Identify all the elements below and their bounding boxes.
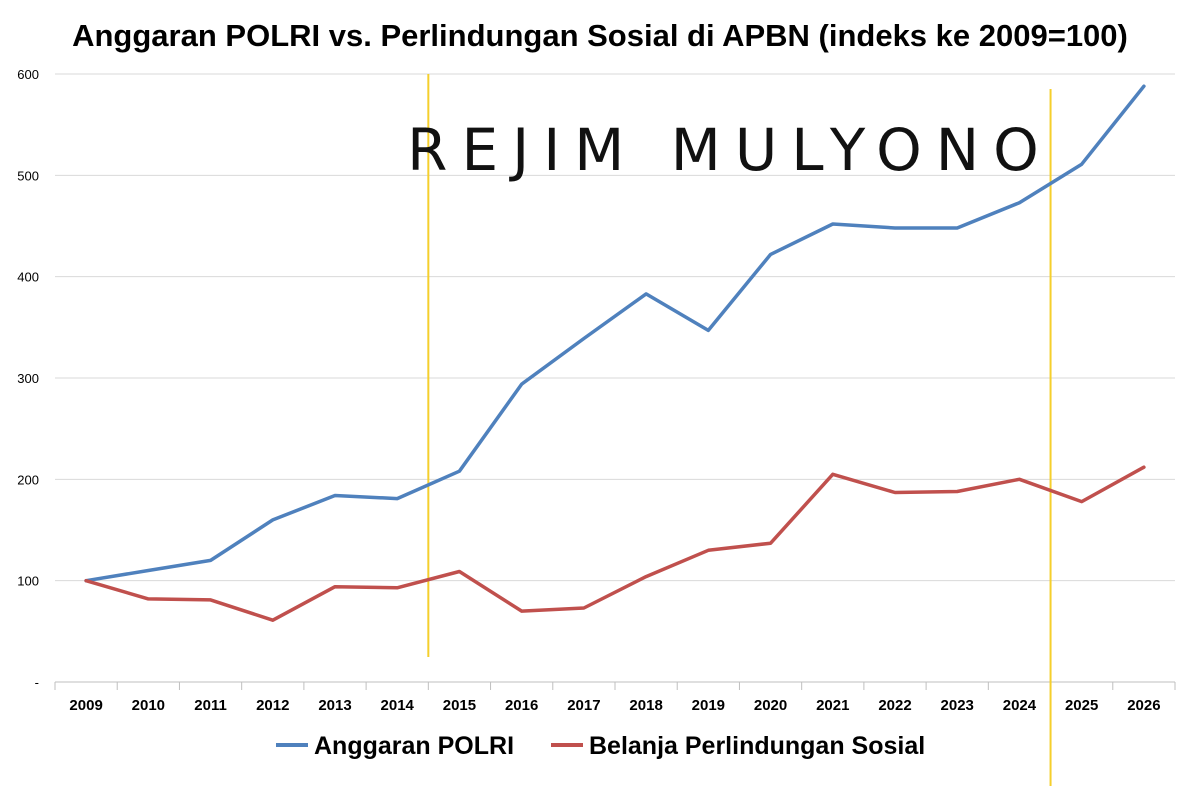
x-tick-label: 2017 — [567, 697, 600, 714]
x-tick-label: 2020 — [754, 697, 787, 714]
x-tick-label: 2016 — [505, 697, 538, 714]
x-tick-label: 2024 — [1003, 697, 1037, 714]
handwritten-annotation: REJIM MULYONO — [407, 116, 1053, 184]
series-line-0 — [84, 84, 1146, 583]
legend: Anggaran POLRI Belanja Perlindungan Sosia… — [276, 732, 925, 760]
x-tick-label: 2013 — [318, 697, 351, 714]
series-line-1 — [84, 465, 1146, 622]
x-tick-label: 2019 — [692, 697, 725, 714]
x-tick-label: 2026 — [1127, 697, 1160, 714]
axes: - 100 200 300 400 500 600 2009 2010 2011 2012 2013 2… — [17, 67, 1176, 714]
x-tick-label: 2009 — [69, 697, 102, 714]
x-tick-label: 2011 — [194, 697, 227, 714]
x-tick-label: 2021 — [816, 697, 849, 714]
legend-label-0: Anggaran POLRI — [314, 732, 514, 760]
chart-title: Anggaran POLRI vs. Perlindungan Sosial d… — [72, 18, 1128, 53]
annotation: REJIM MULYONO — [407, 116, 1053, 184]
x-tick-label: 2023 — [941, 697, 974, 714]
y-tick-label: 500 — [17, 168, 39, 183]
x-tick-label: 2014 — [381, 697, 415, 714]
x-tick-label: 2010 — [132, 697, 165, 714]
legend-label-1: Belanja Perlindungan Sosial — [589, 732, 925, 760]
y-tick-label: 400 — [17, 270, 39, 285]
x-tick-label: 2018 — [629, 697, 662, 714]
x-tick-label: 2022 — [878, 697, 911, 714]
series-lines — [84, 84, 1146, 622]
x-tick-label: 2012 — [256, 697, 289, 714]
gridlines — [55, 73, 1175, 582]
marker-lines — [427, 74, 1052, 786]
x-tick-label: 2015 — [443, 697, 476, 714]
y-tick-label: 100 — [17, 574, 39, 589]
y-tick-label: 200 — [17, 472, 39, 487]
y-tick-label: 300 — [17, 371, 39, 386]
y-tick-label: - — [35, 675, 39, 690]
y-tick-label: 600 — [17, 67, 39, 82]
x-tick-label: 2025 — [1065, 697, 1098, 714]
